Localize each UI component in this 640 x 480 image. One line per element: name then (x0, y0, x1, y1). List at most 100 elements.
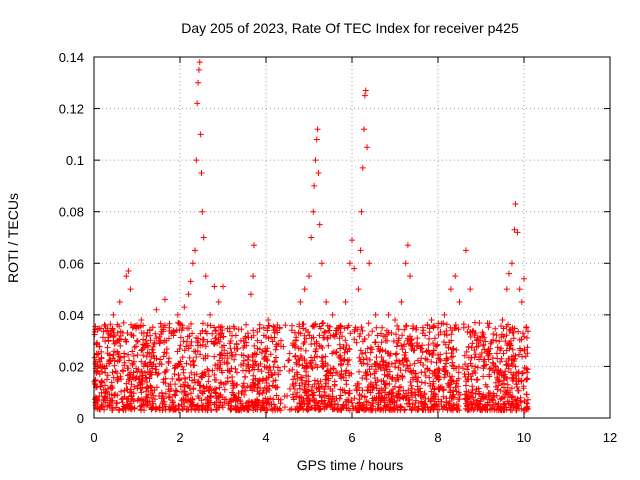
data-point (311, 182, 318, 189)
data-point (505, 270, 512, 277)
data-point (404, 242, 411, 249)
data-point (142, 342, 149, 349)
data-point (211, 283, 218, 290)
data-point (361, 92, 368, 99)
data-point (215, 298, 222, 305)
data-point (116, 298, 123, 305)
data-point (346, 260, 353, 267)
data-point (366, 260, 373, 267)
data-point (312, 157, 319, 164)
data-point (95, 350, 102, 357)
x-axis-label: GPS time / hours (297, 457, 404, 473)
data-point (241, 342, 248, 349)
chart-title: Day 205 of 2023, Rate Of TEC Index for r… (181, 20, 519, 36)
data-point (224, 350, 231, 357)
y-tick-label: 0.14 (59, 50, 84, 65)
data-point (301, 286, 308, 293)
data-point (480, 342, 487, 349)
data-point (493, 337, 500, 344)
x-tick-label: 10 (517, 430, 531, 445)
data-point (207, 311, 214, 318)
data-point (127, 286, 134, 293)
data-point (308, 234, 315, 241)
data-point (310, 208, 317, 215)
data-point (202, 273, 209, 280)
data-point (114, 337, 121, 344)
data-point (232, 332, 239, 339)
data-point (198, 170, 205, 177)
data-point (523, 324, 530, 331)
data-point (110, 311, 117, 318)
y-tick-label: 0.06 (59, 256, 84, 271)
data-point (362, 87, 369, 94)
data-point (323, 298, 330, 305)
data-point (359, 164, 366, 171)
x-tick-label: 2 (176, 430, 183, 445)
data-point (297, 298, 304, 305)
dense-noise-markers (91, 319, 532, 414)
data-point (306, 273, 312, 280)
data-point (129, 324, 136, 331)
data-point (170, 332, 177, 339)
data-point (189, 260, 196, 267)
data-point (250, 273, 257, 280)
x-tick-labels: 0 2 4 6 8 10 12 (90, 430, 617, 445)
data-point (278, 337, 285, 344)
data-point (146, 327, 153, 334)
data-point (125, 268, 132, 275)
data-point (282, 322, 289, 329)
y-tick-label: 0.12 (59, 102, 84, 117)
data-point (138, 317, 145, 324)
data-point (460, 324, 467, 331)
data-point (318, 260, 325, 267)
data-point (260, 324, 267, 331)
y-tick-label: 0.08 (59, 205, 84, 220)
data-point (313, 136, 320, 143)
data-point (392, 317, 398, 324)
data-point (516, 286, 523, 293)
data-point (265, 317, 272, 324)
data-point (99, 363, 106, 370)
data-point (511, 226, 518, 233)
y-tick-labels: 0 0.02 0.04 0.06 0.08 0.1 0.12 0.14 (59, 50, 84, 426)
data-point (153, 306, 160, 313)
data-point (329, 311, 336, 318)
data-point (254, 337, 261, 344)
data-point (447, 286, 454, 293)
data-point (195, 66, 202, 73)
data-point (196, 59, 203, 66)
data-point (456, 298, 463, 305)
data-point (512, 200, 519, 207)
data-point (157, 337, 164, 344)
data-point (187, 278, 194, 285)
data-point (166, 324, 173, 331)
data-point (355, 286, 362, 293)
data-point (351, 265, 358, 272)
data-point (97, 384, 104, 391)
data-point (473, 337, 480, 344)
x-tick-label: 6 (348, 430, 355, 445)
data-point (161, 296, 168, 303)
y-tick-label: 0.02 (59, 359, 84, 374)
data-point (200, 234, 207, 241)
y-tick-label: 0 (77, 411, 84, 426)
x-tick-label: 4 (262, 430, 269, 445)
data-point (413, 324, 420, 331)
data-point (123, 273, 130, 280)
data-point (521, 275, 527, 282)
data-point (422, 332, 429, 339)
data-point (428, 317, 435, 324)
data-point (372, 311, 379, 318)
data-point (293, 337, 300, 344)
data-point (518, 298, 525, 305)
data-point (220, 283, 226, 290)
data-point (452, 273, 459, 280)
x-tick-label: 12 (603, 430, 617, 445)
data-point (316, 221, 323, 228)
data-point (358, 208, 365, 215)
data-point (486, 350, 493, 357)
data-point (462, 247, 469, 254)
data-point (503, 286, 510, 293)
data-point (181, 304, 188, 311)
